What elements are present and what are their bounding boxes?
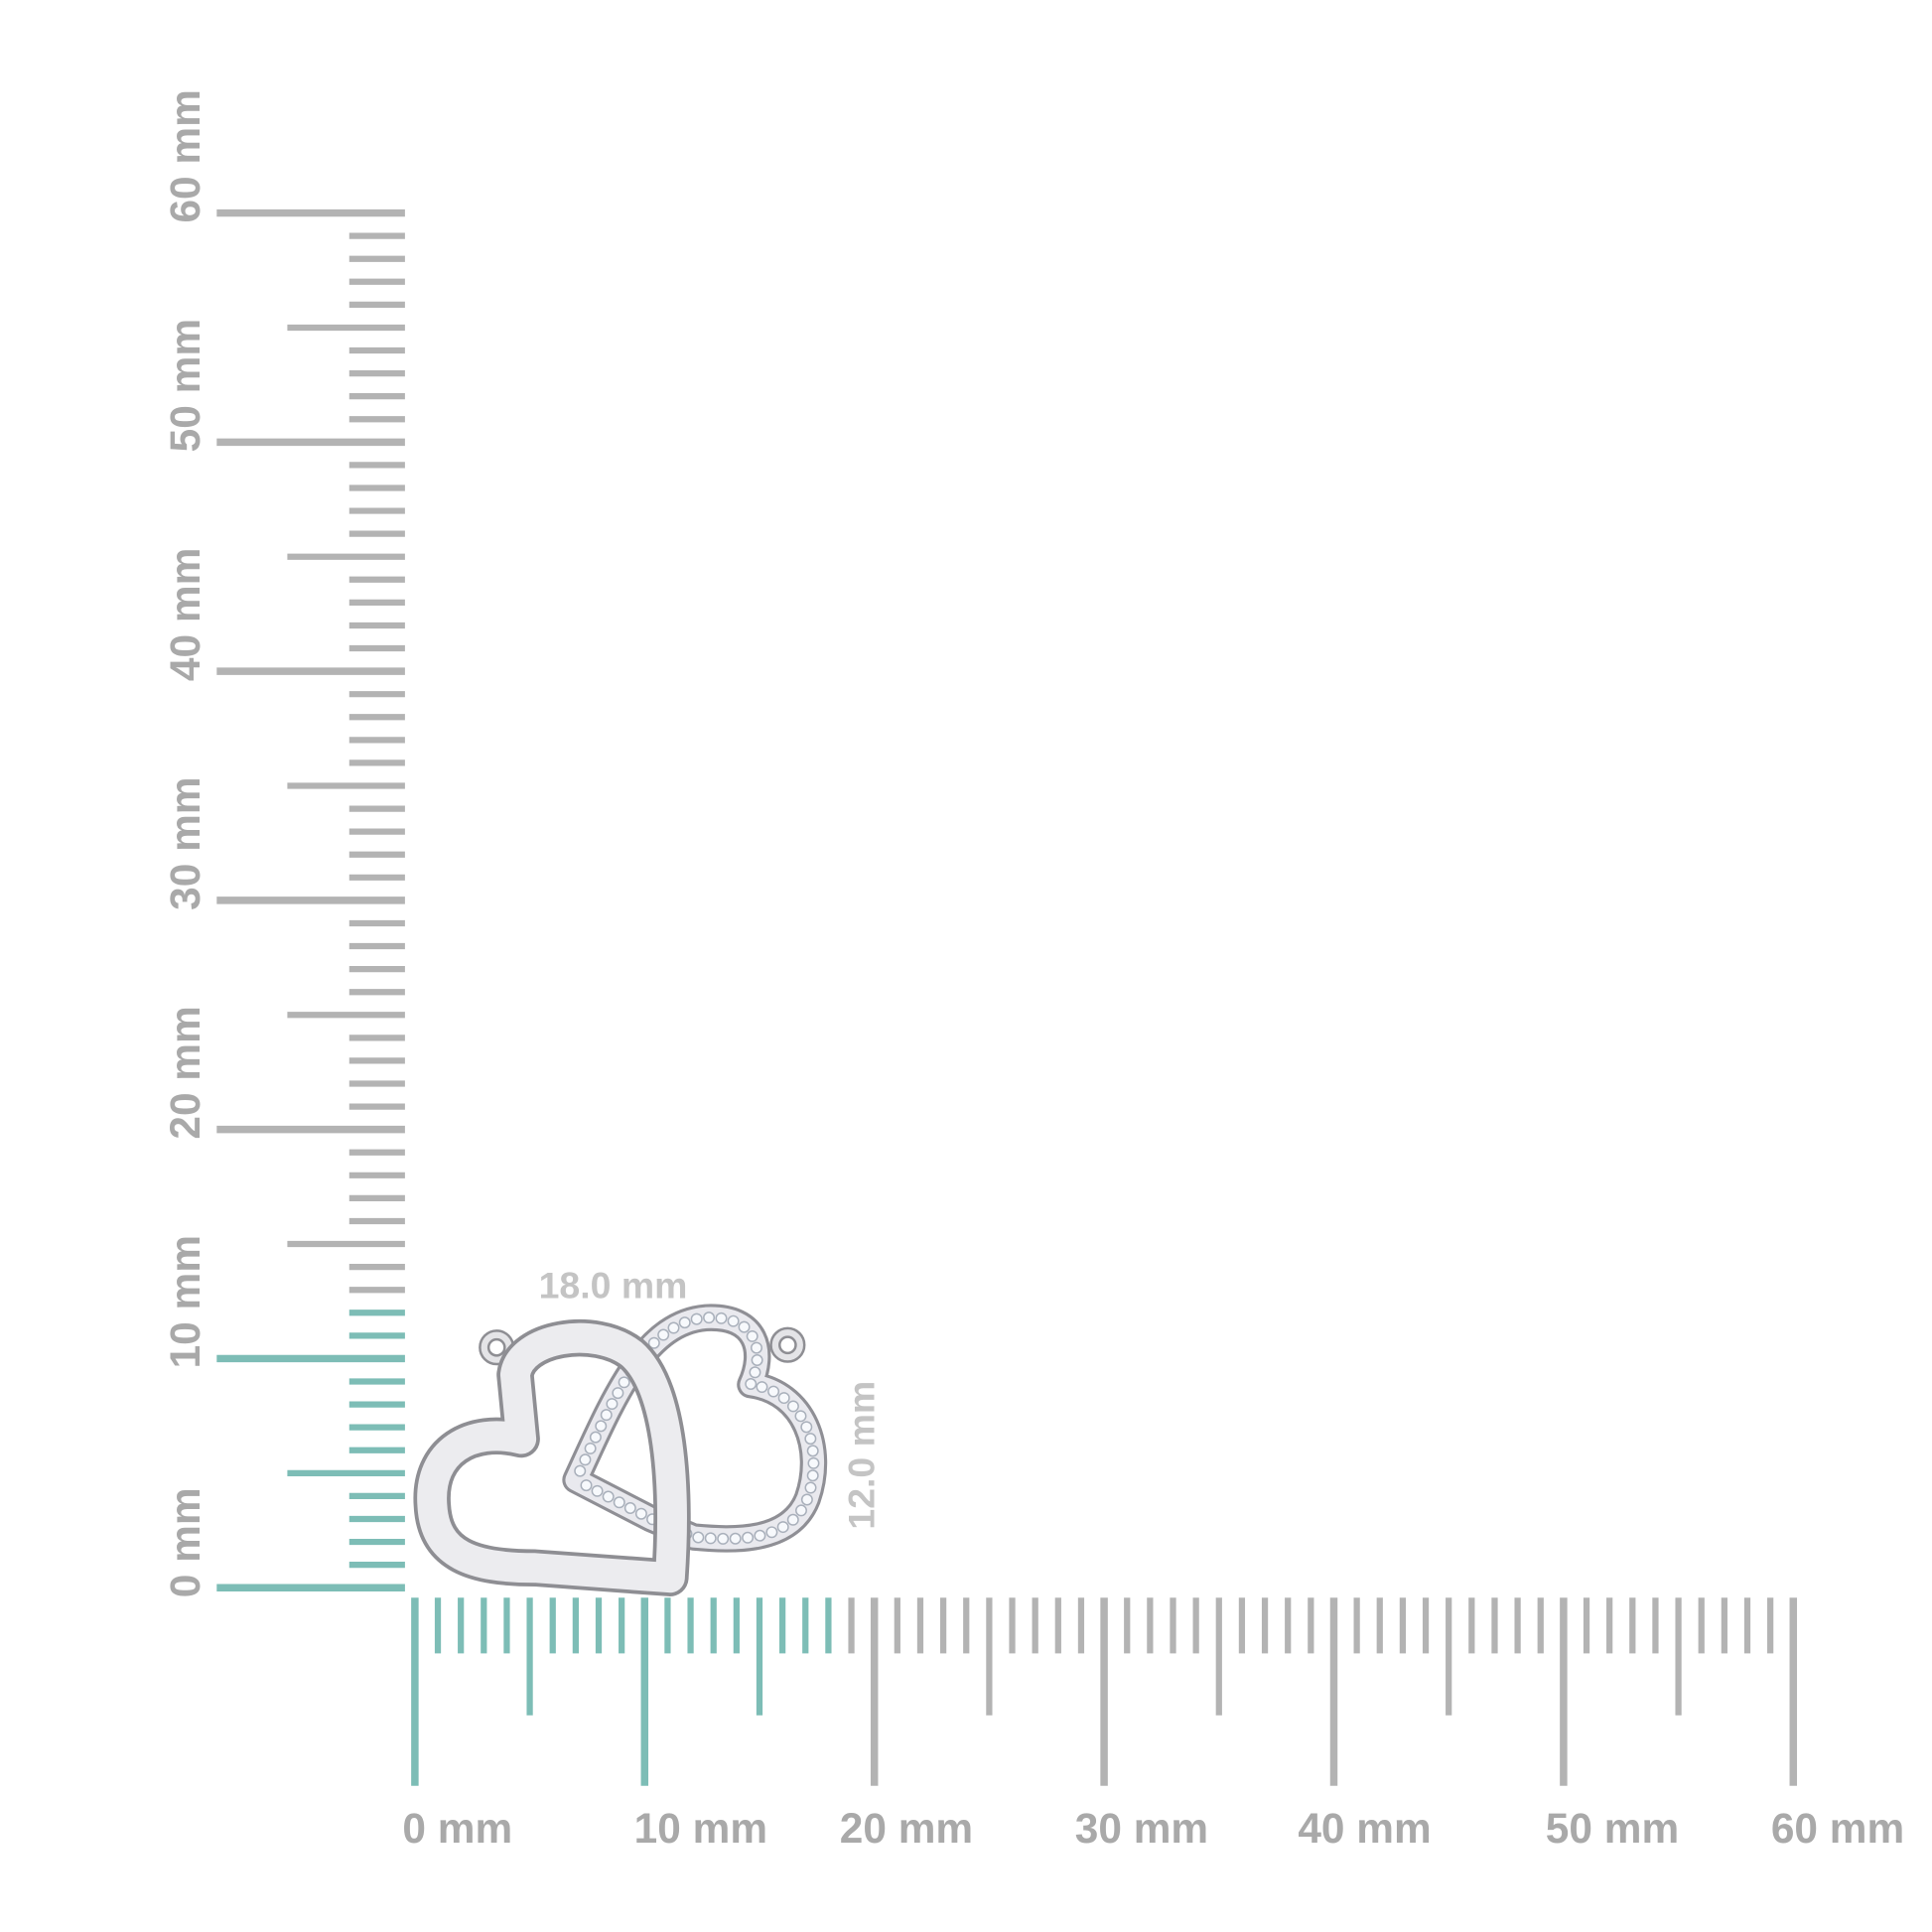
diamond-stone — [727, 1314, 740, 1327]
diamond-stone — [574, 1464, 587, 1477]
diamond-stone — [754, 1529, 766, 1542]
vertical-tick-label: 10 mm — [162, 1235, 208, 1368]
vertical-tick-label: 30 mm — [162, 776, 208, 909]
horizontal-tick-label: 60 mm — [1771, 1805, 1904, 1852]
diamond-stone — [800, 1421, 813, 1434]
horizontal-tick-label: 10 mm — [634, 1805, 767, 1852]
horizontal-ruler: 0 mm 10 mm 20 mm 30 mm 40 mm 50 mm 60 mm — [402, 1597, 1904, 1852]
diamond-stone — [804, 1481, 817, 1494]
height-dimension-label: 12.0 mm — [841, 1381, 883, 1530]
diamond-stone — [806, 1469, 819, 1482]
diamond-stone — [613, 1496, 625, 1509]
horizontal-tick-label: 40 mm — [1298, 1805, 1431, 1852]
diamond-stone — [786, 1513, 799, 1526]
vertical-tick-label: 50 mm — [162, 319, 208, 452]
vertical-tick-label: 60 mm — [162, 89, 208, 222]
diamond-stone — [800, 1493, 813, 1506]
diamond-stone — [690, 1312, 703, 1325]
diamond-stone — [678, 1316, 691, 1329]
diamond-stone — [742, 1531, 755, 1544]
diamond-stone — [807, 1456, 820, 1469]
diamond-stone — [623, 1502, 636, 1514]
vertical-tick-label: 40 mm — [162, 548, 208, 681]
diamond-stone — [703, 1311, 716, 1324]
horizontal-tick-label: 20 mm — [840, 1805, 973, 1852]
diamond-stone — [580, 1479, 593, 1492]
diamond-stone — [738, 1320, 751, 1333]
diamond-stone — [634, 1507, 647, 1520]
vertical-ruler: 0 mm 10 mm 20 mm 30 mm 40 mm 50 mm 60 mm — [162, 89, 405, 1597]
diamond-stone — [751, 1354, 763, 1366]
diamond-stone — [584, 1442, 597, 1454]
diamond-stone — [602, 1490, 615, 1503]
horizontal-tick-label: 50 mm — [1546, 1805, 1679, 1852]
diamond-stone — [579, 1453, 592, 1466]
diamond-stone — [806, 1445, 819, 1457]
horizontal-tick-label: 0 mm — [402, 1805, 512, 1852]
diamond-stone — [589, 1431, 602, 1444]
diamond-stone — [717, 1532, 730, 1545]
diamond-stone — [746, 1329, 759, 1342]
diamond-stone — [777, 1392, 790, 1405]
diamond-stone — [765, 1526, 778, 1539]
width-dimension-label: 18.0 mm — [539, 1264, 688, 1306]
diamond-stone — [776, 1521, 789, 1534]
horizontal-tick-label: 30 mm — [1075, 1805, 1208, 1852]
vertical-tick-label: 0 mm — [162, 1487, 208, 1597]
diamond-stone — [612, 1387, 624, 1400]
diamond-stone — [767, 1385, 780, 1398]
diamond-stone — [704, 1532, 717, 1545]
diamond-stone — [794, 1410, 807, 1423]
diamond-stone — [795, 1504, 807, 1517]
diamond-stone — [657, 1328, 670, 1341]
diamond-stone — [692, 1531, 705, 1544]
diamond-stone — [804, 1433, 817, 1446]
diamond-stone — [618, 1376, 630, 1389]
diamond-stone — [756, 1381, 768, 1394]
diamond-stone — [745, 1378, 758, 1390]
diamond-stone — [600, 1409, 613, 1422]
diamond-stone — [591, 1484, 604, 1497]
diamond-stone — [647, 1336, 660, 1349]
pendant-image — [413, 1304, 828, 1596]
vertical-tick-label: 20 mm — [162, 1006, 208, 1139]
diamond-stone — [667, 1321, 680, 1334]
diamond-stone — [606, 1398, 619, 1411]
diamond-stone — [729, 1532, 742, 1545]
diamond-stone — [749, 1366, 761, 1379]
diamond-stone — [715, 1311, 728, 1324]
diamond-stone — [750, 1341, 762, 1354]
diamond-stone — [786, 1400, 799, 1413]
diamond-stone — [595, 1420, 608, 1433]
